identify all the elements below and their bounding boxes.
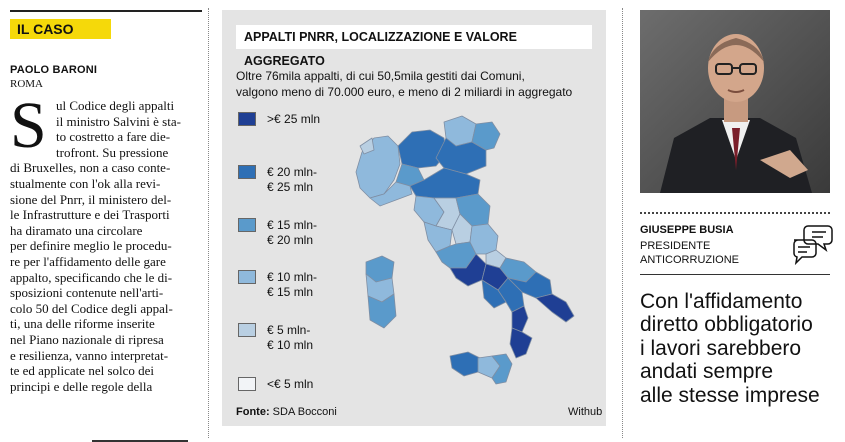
region-sicilia-w <box>449 351 481 377</box>
infographic-title: APPALTI PNRR, LOCALIZZAZIONE E VALORE AG… <box>236 25 592 68</box>
article-line: re per l'affidamento delle gare <box>10 253 166 269</box>
article-line: trofront. Su pressione <box>56 144 169 160</box>
infographic: APPALTI PNRR, LOCALIZZAZIONE E VALORE AG… <box>222 10 606 426</box>
article-line: colo 50 del Codice degli appal- <box>10 300 173 316</box>
section-header: IL CASO <box>10 10 202 47</box>
article-line: principi e delle regole della <box>10 378 153 394</box>
article-column: IL CASO PAOLO BARONI ROMA S ul Codice de… <box>10 10 202 442</box>
article-line: il ministro Salvini è sta- <box>56 113 181 129</box>
infographic-credit: Withub <box>568 406 603 418</box>
article-line: sposizioni contenute nell'arti- <box>10 285 164 301</box>
role-line: ANTICORRUZIONE <box>640 254 739 266</box>
person-role: PRESIDENTE ANTICORRUZIONE <box>640 239 780 267</box>
legend-swatch <box>238 377 256 391</box>
region-veneto <box>435 137 487 175</box>
region-puglia-s <box>535 293 575 323</box>
legend-swatch <box>238 270 256 284</box>
pull-quote: Con l'affidamento diretto obbligatorio i… <box>640 290 835 407</box>
region-lombardia <box>397 129 447 169</box>
dateline: ROMA <box>10 78 44 90</box>
portrait-photo <box>640 10 830 193</box>
name-rule <box>640 212 830 214</box>
region-sicilia-e <box>491 353 513 385</box>
legend-label: € 20 mln- <box>267 165 318 179</box>
legend-swatch <box>238 112 256 126</box>
legend-label: € 10 mln <box>267 338 314 352</box>
column-divider <box>622 8 623 438</box>
quote-line: alle stesse imprese <box>640 383 820 407</box>
legend-label: € 15 mln <box>267 285 314 299</box>
region-calabria-n <box>511 305 529 333</box>
quote-line: Con l'affidamento <box>640 290 803 313</box>
interview-column: GIUSEPPE BUSIA PRESIDENTE ANTICORRUZIONE… <box>632 10 835 438</box>
legend-label: € 15 mln- <box>267 218 318 232</box>
subtitle-line: valgono meno di 70.000 euro, e meno di 2… <box>236 85 573 99</box>
person-name: GIUSEPPE BUSIA <box>640 224 734 236</box>
author-byline: PAOLO BARONI <box>10 64 98 76</box>
region-valle-aosta <box>359 137 375 155</box>
legend-label: € 10 mln- <box>267 270 318 284</box>
region-puglia-c <box>507 271 553 299</box>
article-line: di Bruxelles, non a caso conte- <box>10 160 171 176</box>
source-label: Fonte: <box>236 406 270 418</box>
article-line: e resilienza, vanno interpretat- <box>10 347 169 363</box>
quote-line: i lavori sarebbero <box>640 336 802 360</box>
legend-label: <€ 5 mln <box>267 377 314 391</box>
italy-choropleth-map <box>355 115 575 385</box>
article-line: to costretto a fare die- <box>56 129 171 145</box>
article-line: le Infrastrutture e dei Trasporti <box>10 207 170 223</box>
region-liguria <box>369 181 413 207</box>
region-calabria-s <box>509 327 533 359</box>
article-line: nel Piano nazionale di ripresa <box>10 331 164 347</box>
legend-swatch <box>238 218 256 232</box>
region-campania-s <box>481 279 507 309</box>
article-line: per definire meglio le procedu- <box>10 238 172 254</box>
legend-swatch <box>238 165 256 179</box>
quote-rule <box>640 274 830 275</box>
article-line: ti, una delle riforme inserite <box>10 316 155 332</box>
quote-line: diretto obbligatorio <box>640 313 813 337</box>
subtitle-line: Oltre 76mila appalti, di cui 50,5mila ge… <box>236 69 525 83</box>
speech-bubbles-icon <box>793 225 833 266</box>
legend-label: >€ 25 mln <box>267 112 321 126</box>
infographic-subtitle: Oltre 76mila appalti, di cui 50,5mila ge… <box>236 68 596 100</box>
region-friuli <box>471 121 501 151</box>
region-sardegna-s <box>367 293 397 329</box>
region-abruzzo <box>469 223 499 255</box>
legend-label: € 25 mln <box>267 180 314 194</box>
column-divider <box>208 8 209 438</box>
portrait-illustration <box>640 10 830 193</box>
legend-swatch <box>238 323 256 337</box>
legend-label: € 20 mln <box>267 233 314 247</box>
section-tag: IL CASO <box>10 19 111 39</box>
article-line: ul Codice degli appalti <box>56 98 175 113</box>
article-line: appalto, specificando che le di- <box>10 269 173 285</box>
article-line: sione del Pnrr, il ministero del- <box>10 191 172 207</box>
article-line: ha diramato una circolare <box>10 222 143 238</box>
article-body: S ul Codice degli appalti il ministro Sa… <box>10 89 202 394</box>
role-line: PRESIDENTE <box>640 240 711 252</box>
drop-cap: S <box>10 89 47 162</box>
source-value: SDA Bocconi <box>269 406 337 418</box>
infographic-source: Fonte: SDA Bocconi <box>236 406 337 418</box>
quote-line: andati sempre <box>640 360 774 384</box>
article-line: te ed applicate nel solco dei <box>10 363 155 379</box>
legend-label: € 5 mln- <box>267 323 311 337</box>
article-line: stualmente con l'ok alla revi- <box>10 175 161 191</box>
